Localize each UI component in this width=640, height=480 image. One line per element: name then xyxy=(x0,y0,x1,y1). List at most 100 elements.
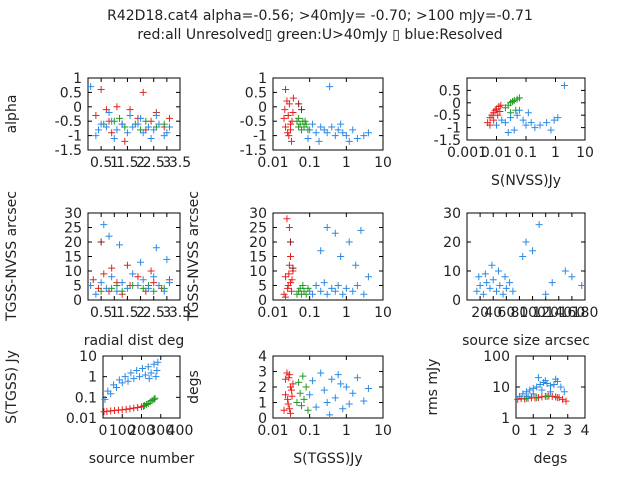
data-point xyxy=(87,282,95,289)
y-tick-label: 2 xyxy=(258,380,267,396)
data-point xyxy=(353,134,361,142)
y-tick-label: 0 xyxy=(73,100,82,116)
data-point xyxy=(306,126,314,134)
data-point xyxy=(286,238,294,246)
data-point xyxy=(504,129,512,137)
y-tick-label: 0 xyxy=(73,293,82,309)
x-tick-label: 300 xyxy=(147,423,174,439)
data-point xyxy=(486,121,494,129)
y-tick-label: 0 xyxy=(258,293,267,309)
x-tick-label: 0.1 xyxy=(299,423,321,439)
series-darkred xyxy=(286,238,297,272)
series-blue xyxy=(87,221,173,298)
data-point xyxy=(136,373,144,381)
data-point xyxy=(150,273,158,281)
data-point xyxy=(87,83,95,91)
data-point xyxy=(328,123,336,131)
x-tick-label: 0.01 xyxy=(257,305,288,321)
data-point xyxy=(129,270,137,278)
data-point xyxy=(285,261,293,269)
data-point xyxy=(526,386,534,394)
series-blue xyxy=(101,358,162,403)
y-tick-label: 20 xyxy=(64,235,82,251)
data-point xyxy=(364,385,372,393)
series-green xyxy=(140,394,159,410)
plot-frame xyxy=(466,212,586,301)
x-tick-label: 180 xyxy=(572,305,599,321)
data-point xyxy=(105,109,113,117)
data-point xyxy=(304,284,312,292)
data-point xyxy=(522,238,530,246)
series-red xyxy=(484,101,505,129)
x-tick-label: 1 xyxy=(342,305,351,321)
data-point xyxy=(519,116,527,124)
x-tick-label: 2.5 xyxy=(143,305,165,321)
data-point xyxy=(535,221,543,229)
data-point xyxy=(150,360,158,368)
y-axis-label: alpha xyxy=(4,95,20,134)
series-blue xyxy=(306,369,372,419)
data-point xyxy=(144,363,152,371)
data-point xyxy=(285,224,293,231)
data-point xyxy=(115,376,123,384)
series-red xyxy=(280,86,297,145)
data-point xyxy=(97,86,105,94)
plot-alpha-vs-flux: 0.01 0.1 1 10-1.5-1-0.500.51 xyxy=(240,71,392,171)
data-point xyxy=(281,106,289,114)
y-tick-label: 30 xyxy=(249,206,267,222)
series-green xyxy=(293,114,312,134)
data-point xyxy=(317,247,325,255)
x-tick-label: 20 xyxy=(471,305,489,321)
data-point xyxy=(568,273,576,281)
data-point xyxy=(493,287,500,295)
data-point xyxy=(540,378,548,386)
x-tick-label: 0.5 xyxy=(90,305,112,321)
data-point xyxy=(107,390,115,398)
x-tick-label: 120 xyxy=(532,305,559,321)
data-point xyxy=(284,400,292,408)
data-point xyxy=(337,380,345,388)
data-point xyxy=(561,267,569,275)
data-point xyxy=(282,86,290,94)
data-point xyxy=(493,121,500,129)
series-darkred xyxy=(97,238,105,246)
y-tick-label: 0.5 xyxy=(60,85,82,101)
data-point xyxy=(151,394,159,402)
data-point xyxy=(541,377,549,385)
data-point xyxy=(515,106,523,114)
data-point xyxy=(288,137,296,145)
data-point xyxy=(130,404,138,412)
data-point xyxy=(538,393,546,401)
data-point xyxy=(491,106,499,114)
data-point xyxy=(323,399,331,406)
y-tick-label: 5 xyxy=(258,279,267,295)
data-point xyxy=(357,226,365,234)
data-point xyxy=(476,282,484,289)
data-point xyxy=(284,395,292,403)
data-point xyxy=(123,129,131,137)
data-point xyxy=(95,126,103,134)
data-point xyxy=(150,395,158,403)
data-point xyxy=(296,389,304,397)
data-point xyxy=(557,383,565,391)
y-axis-label: rms mJy xyxy=(425,359,441,416)
data-point xyxy=(317,287,325,295)
y-axis-label: TGSS-NVSS arcsec xyxy=(186,191,202,322)
x-tick-label: 3 xyxy=(162,305,171,321)
data-point xyxy=(304,406,312,414)
data-point xyxy=(533,394,541,402)
y-tick-label: 1 xyxy=(88,370,97,386)
data-point xyxy=(489,276,497,284)
y-tick-label: 10 xyxy=(249,264,267,280)
x-tick-label: 3 xyxy=(162,155,171,171)
x-axis-label: radial dist deg xyxy=(84,333,184,349)
data-point xyxy=(339,129,347,137)
data-point xyxy=(317,369,325,377)
data-point xyxy=(284,282,292,289)
x-tick-label: 0 xyxy=(512,423,521,439)
data-point xyxy=(108,129,116,137)
data-point xyxy=(524,392,532,400)
data-point xyxy=(494,267,502,275)
